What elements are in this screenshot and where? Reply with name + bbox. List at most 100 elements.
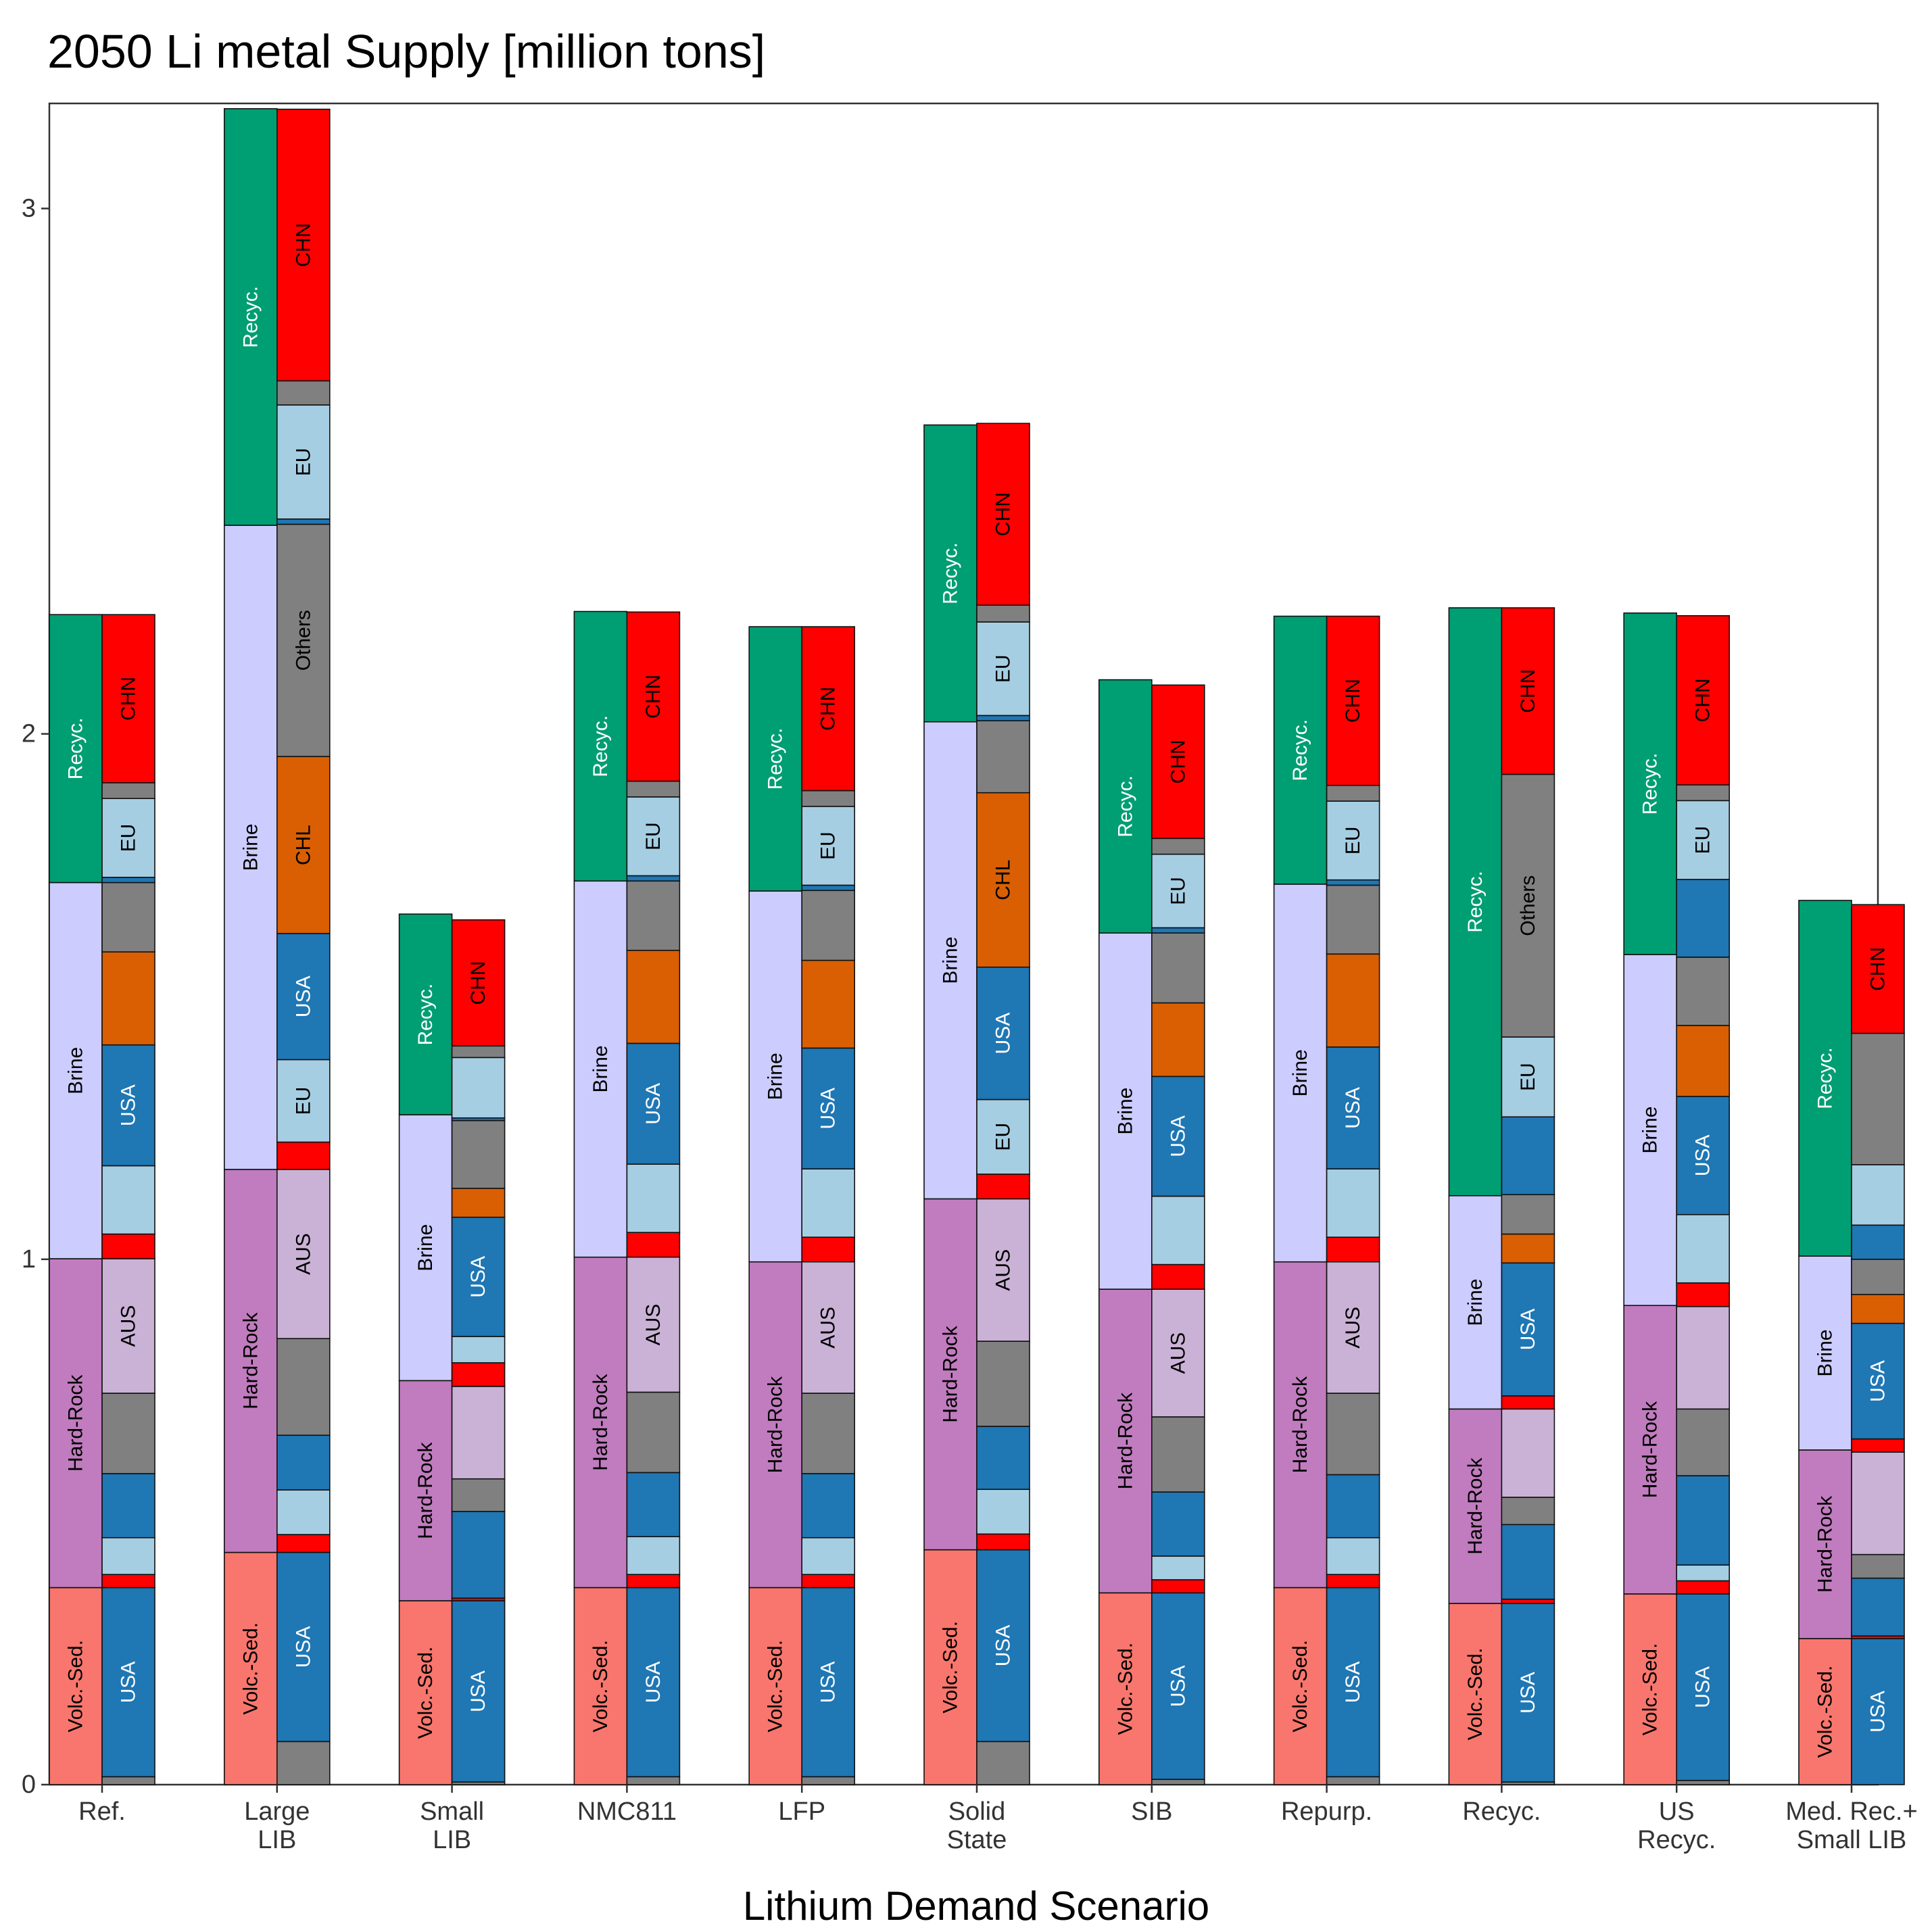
bar-segment-country-2-9 <box>451 1188 506 1218</box>
segment-label-country-1-8: EU <box>292 1087 314 1115</box>
bar-segment-source-3-2 <box>573 880 628 1258</box>
bar-segment-source-1-3 <box>223 107 278 526</box>
bar-segment-country-5-10 <box>976 792 1030 968</box>
bar-segment-country-1-0 <box>276 1741 331 1785</box>
y-tick-label-3: 3 <box>22 194 36 222</box>
segment-label-country-3-13: EU <box>642 822 665 850</box>
bar-segment-country-8-10 <box>1501 1116 1555 1196</box>
x-axis-title: Lithium Demand Scenario <box>743 1883 1209 1929</box>
bar-segment-country-0-14 <box>101 782 155 800</box>
segment-label-country-0-6: AUS <box>118 1305 140 1347</box>
bar-segment-source-0-3 <box>49 614 103 884</box>
bar-segment-country-3-7 <box>626 1232 681 1258</box>
bar-segment-country-5-0 <box>976 1741 1030 1785</box>
bar-segment-country-6-15 <box>1151 684 1205 840</box>
bar-segment-country-0-2 <box>101 1574 155 1589</box>
segment-label-country-6-1: USA <box>1167 1665 1189 1707</box>
bar-segment-source-8-2 <box>1448 1194 1503 1410</box>
x-tick-label-2: Small LIB <box>420 1797 484 1854</box>
segment-label-country-3-15: CHN <box>642 675 665 719</box>
bar-segment-country-9-1 <box>1676 1593 1730 1781</box>
bar-segment-source-6-3 <box>1098 679 1153 934</box>
bar-segment-country-8-2 <box>1501 1598 1555 1604</box>
bar-segment-country-4-3 <box>801 1537 855 1575</box>
bar-segment-country-6-9 <box>1151 1076 1205 1197</box>
bar-segment-country-6-12 <box>1151 927 1205 934</box>
segment-label-source-5-3: Recyc. <box>940 542 962 604</box>
bar-segment-country-7-11 <box>1326 884 1380 955</box>
segment-label-source-3-3: Recyc. <box>589 715 612 777</box>
bar-segment-country-5-3 <box>976 1489 1030 1535</box>
segment-label-country-7-1: USA <box>1342 1662 1364 1704</box>
segment-label-country-1-6: AUS <box>292 1233 314 1275</box>
bar-segment-source-4-3 <box>748 626 802 892</box>
bar-segment-country-3-3 <box>626 1536 681 1575</box>
segment-label-source-2-1: Hard-Rock <box>414 1441 437 1539</box>
bar-segment-country-9-14 <box>1676 784 1730 802</box>
segment-label-country-10-12: CHN <box>1867 947 1889 991</box>
bar-segment-country-7-10 <box>1326 953 1380 1048</box>
bar-segment-country-9-3 <box>1676 1564 1730 1582</box>
bar-segment-country-0-15 <box>101 614 155 783</box>
bar-segment-country-2-7 <box>451 1336 506 1363</box>
bar-segment-country-6-0 <box>1151 1779 1205 1785</box>
segment-label-country-1-11: Others <box>292 610 314 671</box>
segment-label-country-4-15: CHN <box>817 687 840 731</box>
bar-segment-country-1-9 <box>276 933 331 1061</box>
bar-segment-source-3-0 <box>573 1587 628 1785</box>
x-tick-label-7: Repurp. <box>1281 1797 1372 1826</box>
bar-segment-country-7-13 <box>1326 800 1380 881</box>
segment-label-source-5-2: Brine <box>940 937 962 984</box>
bar-segment-source-2-1 <box>398 1380 453 1601</box>
bar-segment-country-4-1 <box>801 1587 855 1778</box>
x-tick-label-0: Ref. <box>78 1797 126 1826</box>
bar-segment-source-6-2 <box>1098 932 1153 1290</box>
bar-segment-country-4-0 <box>801 1776 855 1785</box>
segment-label-country-6-13: EU <box>1167 877 1189 905</box>
segment-label-country-0-1: USA <box>118 1662 140 1704</box>
segment-label-country-6-6: AUS <box>1167 1332 1189 1374</box>
bar-segment-source-1-2 <box>223 525 278 1170</box>
bar-segment-country-1-7 <box>276 1141 331 1170</box>
segment-label-source-8-2: Brine <box>1464 1279 1487 1326</box>
bar-segment-country-10-3 <box>1851 1553 1905 1579</box>
bar-segment-country-1-11 <box>276 523 331 757</box>
bar-segment-country-8-6 <box>1501 1395 1555 1410</box>
bar-segment-country-1-6 <box>276 1169 331 1339</box>
bar-segment-country-3-10 <box>626 950 681 1044</box>
bar-segment-country-2-8 <box>451 1216 506 1337</box>
bar-segment-country-1-14 <box>276 380 331 406</box>
segment-label-country-0-9: USA <box>118 1084 140 1126</box>
segment-label-country-1-10: CHL <box>292 825 314 865</box>
bar-segment-country-7-12 <box>1326 879 1380 886</box>
bar-segment-country-5-14 <box>976 604 1030 623</box>
x-tick-label-9: US Recyc. <box>1637 1797 1716 1854</box>
bar-segment-country-9-11 <box>1676 957 1730 1026</box>
segment-label-source-5-0: Volc.-Sed. <box>940 1621 962 1714</box>
bar-segment-source-2-0 <box>398 1600 453 1785</box>
bar-segment-country-4-10 <box>801 959 855 1049</box>
bar-segment-country-0-12 <box>101 876 155 884</box>
bar-segment-source-0-1 <box>49 1258 103 1589</box>
bar-segment-country-7-8 <box>1326 1168 1380 1238</box>
bar-segment-country-10-7 <box>1851 1294 1905 1324</box>
bar-segment-country-6-1 <box>1151 1592 1205 1781</box>
bar-segment-country-2-12 <box>451 1057 506 1119</box>
bar-segment-country-3-8 <box>626 1163 681 1233</box>
segment-label-source-3-1: Hard-Rock <box>589 1373 612 1470</box>
bar-segment-country-6-2 <box>1151 1579 1205 1594</box>
segment-label-country-5-6: AUS <box>992 1249 1015 1291</box>
bar-segment-country-7-7 <box>1326 1236 1380 1263</box>
segment-label-country-9-9: USA <box>1692 1134 1714 1176</box>
segment-label-source-8-1: Hard-Rock <box>1464 1457 1487 1554</box>
bar-segment-country-8-1 <box>1501 1603 1555 1783</box>
bar-segment-country-9-0 <box>1676 1779 1730 1785</box>
bar-segment-source-10-1 <box>1798 1449 1852 1639</box>
bar-segment-country-2-4 <box>451 1478 506 1512</box>
bar-segment-country-0-13 <box>101 798 155 878</box>
bar-segment-country-1-10 <box>276 756 331 934</box>
segment-label-country-1-9: USA <box>292 975 314 1017</box>
bar-segment-country-3-11 <box>626 880 681 951</box>
bar-segment-country-5-7 <box>976 1174 1030 1200</box>
bar-segment-country-10-5 <box>1851 1438 1905 1453</box>
